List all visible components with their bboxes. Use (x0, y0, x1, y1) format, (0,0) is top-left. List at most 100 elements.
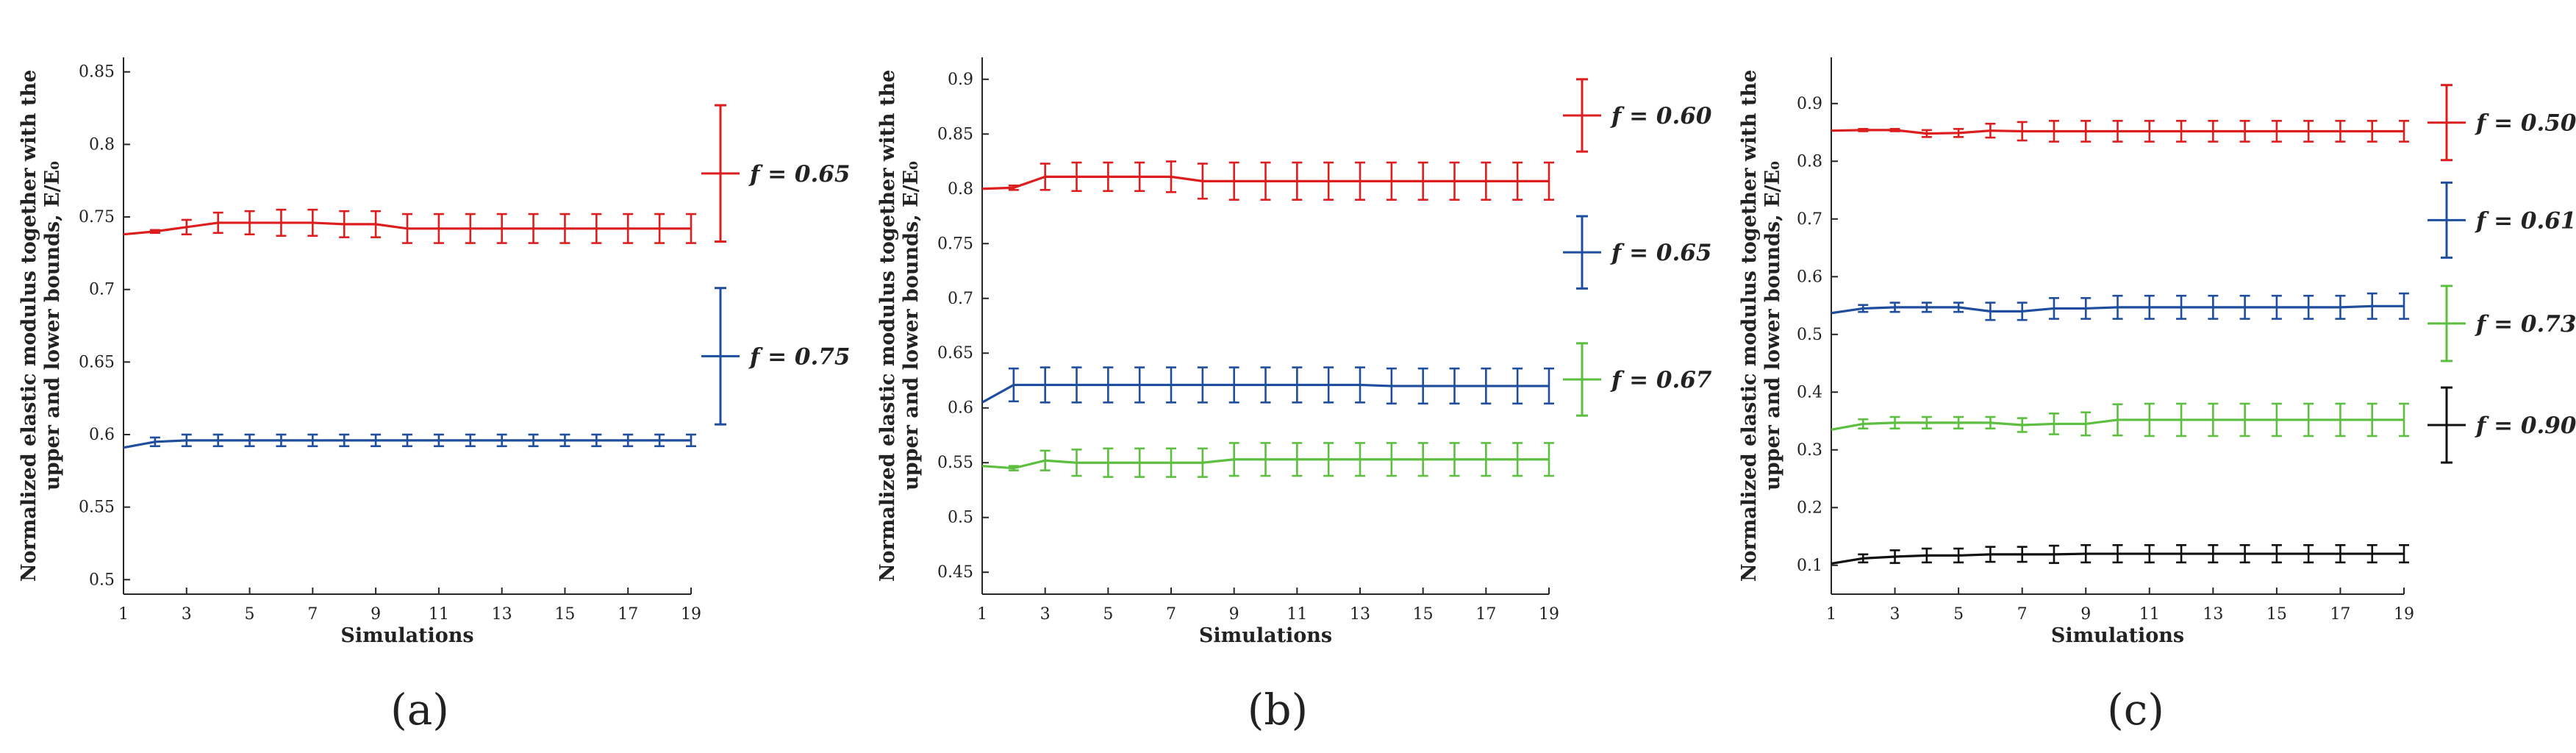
error-bar (2048, 297, 2059, 320)
error-bar (686, 213, 696, 244)
y-tick-label: 0.5 (948, 509, 973, 527)
error-bar (1481, 367, 1492, 405)
y-tick-label: 0.8 (89, 135, 115, 154)
error-bar (1858, 304, 1869, 313)
x-axis-title: Simulations (2051, 624, 2184, 647)
x-tick-label: 13 (492, 605, 512, 624)
error-bar (654, 433, 665, 448)
error-bar (1103, 366, 1114, 404)
panel-label: (a) (390, 685, 449, 735)
series-0 (123, 208, 696, 244)
y-tick-label: 0.9 (948, 71, 973, 89)
y-tick-label: 0.85 (79, 63, 115, 82)
error-bar (1323, 442, 1334, 477)
x-tick-label: 17 (1475, 605, 1496, 624)
y-tick-label: 0.6 (89, 426, 115, 444)
error-bar (1103, 447, 1114, 478)
error-bar (2208, 294, 2219, 320)
error-bar (1953, 547, 1964, 564)
y-tick-label: 0.55 (937, 454, 973, 472)
error-bar (2144, 294, 2155, 320)
y-tick-label: 0.5 (1797, 326, 1822, 344)
error-bar (1166, 366, 1176, 404)
error-bar (2239, 402, 2250, 438)
x-tick-label: 5 (1103, 605, 1113, 624)
error-bar (2017, 417, 2028, 433)
error-bar (1040, 163, 1051, 191)
legend-label: f = 0.90 (2475, 413, 2576, 439)
error-bar (686, 433, 696, 448)
x-axis-title: Simulations (1199, 624, 1332, 647)
error-bar (1228, 366, 1239, 404)
y-tick-label: 0.7 (948, 290, 973, 308)
error-bar (2303, 294, 2314, 320)
x-tick-label: 15 (2266, 605, 2287, 624)
series-1 (1831, 292, 2409, 321)
panel-c: 0.10.20.30.40.50.60.70.80.91 3 5 7 9 11 13 15 17… (1738, 57, 2576, 735)
error-bar (1953, 128, 1964, 138)
error-bar (1544, 442, 1554, 477)
legend-entry-1: f = 0.65 (1563, 215, 1711, 290)
panel-a: 0.50.550.60.650.70.750.80.851 3 5 7 9 11 13 15 1… (18, 57, 850, 735)
error-bar (2399, 292, 2409, 320)
error-bar (307, 208, 318, 237)
legend-entry-2: f = 0.67 (1563, 342, 1712, 417)
error-bar (1008, 367, 1019, 403)
error-bar (1197, 163, 1208, 200)
error-bar (465, 433, 476, 448)
error-bar (2208, 402, 2219, 438)
error-bar (212, 211, 223, 235)
error-bar (1889, 128, 1900, 132)
x-tick-label: 19 (2394, 605, 2414, 624)
legend-entry-0: f = 0.50 (2427, 84, 2576, 162)
error-bar (212, 433, 223, 448)
panel-label: (c) (2107, 685, 2164, 735)
error-bar (1355, 442, 1365, 477)
error-bar (559, 213, 570, 244)
error-bar (1260, 442, 1271, 477)
error-bar (1386, 442, 1397, 477)
error-bar (1481, 161, 1492, 201)
error-bar (2081, 297, 2092, 320)
x-tick-label: 5 (1953, 605, 1964, 624)
error-bar (1197, 447, 1208, 478)
x-tick-label: 7 (1166, 605, 1176, 624)
error-bar (2271, 120, 2282, 143)
error-bar (1544, 161, 1554, 201)
error-bar (2144, 120, 2155, 143)
series-3 (1831, 543, 2409, 565)
error-bar (1512, 161, 1523, 201)
error-bar (1134, 161, 1145, 193)
error-bar (1040, 449, 1051, 471)
error-bar (1512, 442, 1523, 477)
error-bar (1323, 161, 1334, 201)
error-bar (2366, 120, 2378, 143)
error-bar (1260, 366, 1271, 404)
error-bar (1985, 122, 1996, 139)
error-bar (2239, 120, 2250, 143)
error-bar (371, 210, 382, 238)
x-tick-label: 13 (2203, 605, 2223, 624)
error-bar (654, 213, 665, 244)
series-2 (1831, 402, 2409, 438)
y-tick-label: 0.8 (948, 180, 973, 199)
error-bar (2271, 294, 2282, 320)
y-tick-label: 0.7 (89, 281, 115, 299)
error-bar (181, 218, 192, 236)
legend-label: f = 0.75 (748, 343, 850, 370)
error-bar (1921, 547, 1932, 564)
error-bar (2366, 292, 2378, 320)
error-bar (1071, 161, 1082, 193)
error-bar (1889, 549, 1900, 564)
error-bar (307, 433, 318, 448)
x-tick-label: 1 (977, 605, 987, 624)
error-bar (2208, 543, 2219, 564)
x-tick-label: 19 (681, 605, 701, 624)
error-bar (2399, 543, 2409, 564)
error-bar (2366, 402, 2378, 438)
x-tick-label: 9 (2081, 605, 2091, 624)
error-bar (1323, 366, 1334, 404)
error-bar (2176, 120, 2187, 143)
x-tick-label: 11 (429, 605, 449, 624)
error-bar (2112, 543, 2123, 564)
